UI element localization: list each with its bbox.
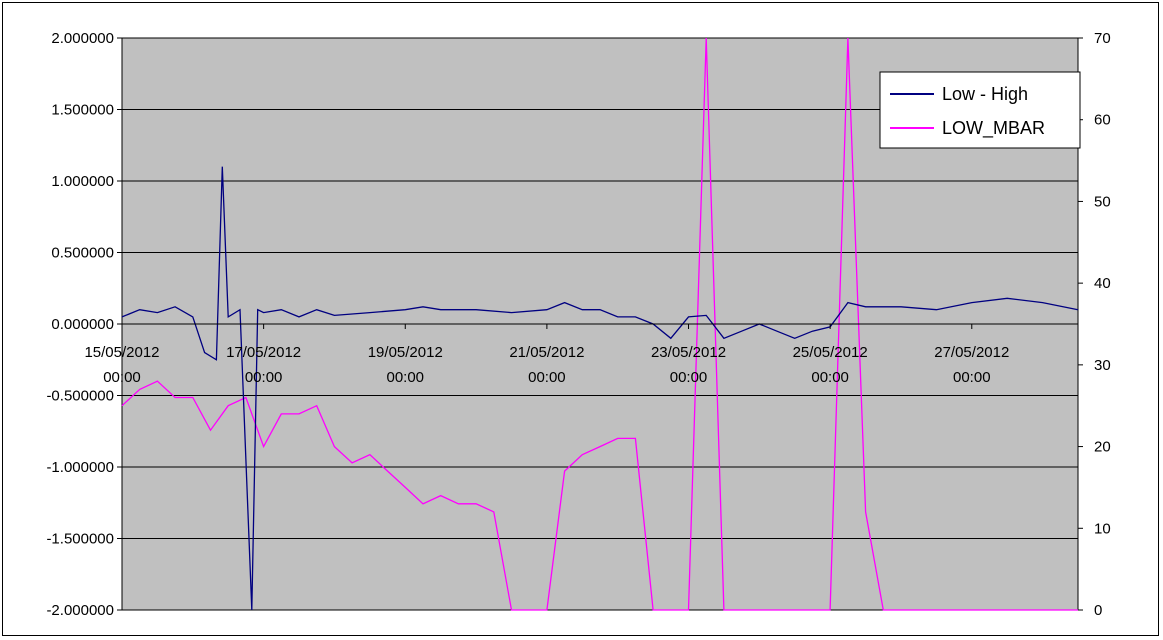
- series-line-low-high: [121, 166, 1079, 611]
- left-tick-label: 0.000000: [51, 316, 114, 333]
- left-tick-label: -0.500000: [46, 388, 114, 405]
- x-tick-date-label: 15/05/2012: [84, 344, 159, 361]
- x-tick-date-label: 17/05/2012: [226, 344, 301, 361]
- x-tick-date-label: 25/05/2012: [793, 344, 868, 361]
- x-tick-time-label: 00:00: [670, 369, 708, 386]
- left-tick-label: 0.500000: [51, 245, 114, 262]
- legend-label-low-mbar: LOW_MBAR: [942, 118, 1045, 139]
- right-tick-label: 60: [1094, 112, 1111, 129]
- x-tick-time-label: 00:00: [103, 369, 141, 386]
- right-tick-label: 20: [1094, 439, 1111, 456]
- left-tick-label: -1.000000: [46, 459, 114, 476]
- legend-label-low-high: Low - High: [942, 84, 1028, 104]
- x-tick-date-label: 23/05/2012: [651, 344, 726, 361]
- x-tick-time-label: 00:00: [953, 369, 991, 386]
- right-y-axis: 70 60 50 40 30 20 10 0: [1077, 30, 1111, 619]
- x-axis: 15/05/2012 00:00 17/05/2012 00:00 19/05/2012…: [84, 323, 1078, 386]
- x-tick-time-label: 00:00: [811, 369, 849, 386]
- legend: Low - High LOW_MBAR: [879, 71, 1081, 149]
- right-tick-label: 50: [1094, 193, 1111, 210]
- left-tick-label: -2.000000: [46, 602, 114, 619]
- right-tick-label: 70: [1094, 30, 1111, 47]
- left-tick-label: 2.000000: [51, 30, 114, 47]
- right-tick-label: 10: [1094, 520, 1111, 537]
- x-tick-date-label: 27/05/2012: [934, 344, 1009, 361]
- left-tick-label: -1.500000: [46, 531, 114, 548]
- x-tick-time-label: 00:00: [245, 369, 283, 386]
- right-tick-label: 30: [1094, 357, 1111, 374]
- x-tick-time-label: 00:00: [386, 369, 424, 386]
- x-tick-date-label: 21/05/2012: [509, 344, 584, 361]
- x-tick-time-label: 00:00: [528, 369, 566, 386]
- left-tick-label: 1.000000: [51, 173, 114, 190]
- left-tick-label: 1.500000: [51, 102, 114, 119]
- right-tick-label: 40: [1094, 275, 1111, 292]
- legend-box: [879, 71, 1081, 149]
- series-layer: [121, 37, 1079, 611]
- x-tick-date-label: 19/05/2012: [368, 344, 443, 361]
- left-y-axis: 2.000000 1.500000 1.000000 0.500000 0.000000…: [46, 30, 123, 619]
- right-tick-label: 0: [1094, 602, 1102, 619]
